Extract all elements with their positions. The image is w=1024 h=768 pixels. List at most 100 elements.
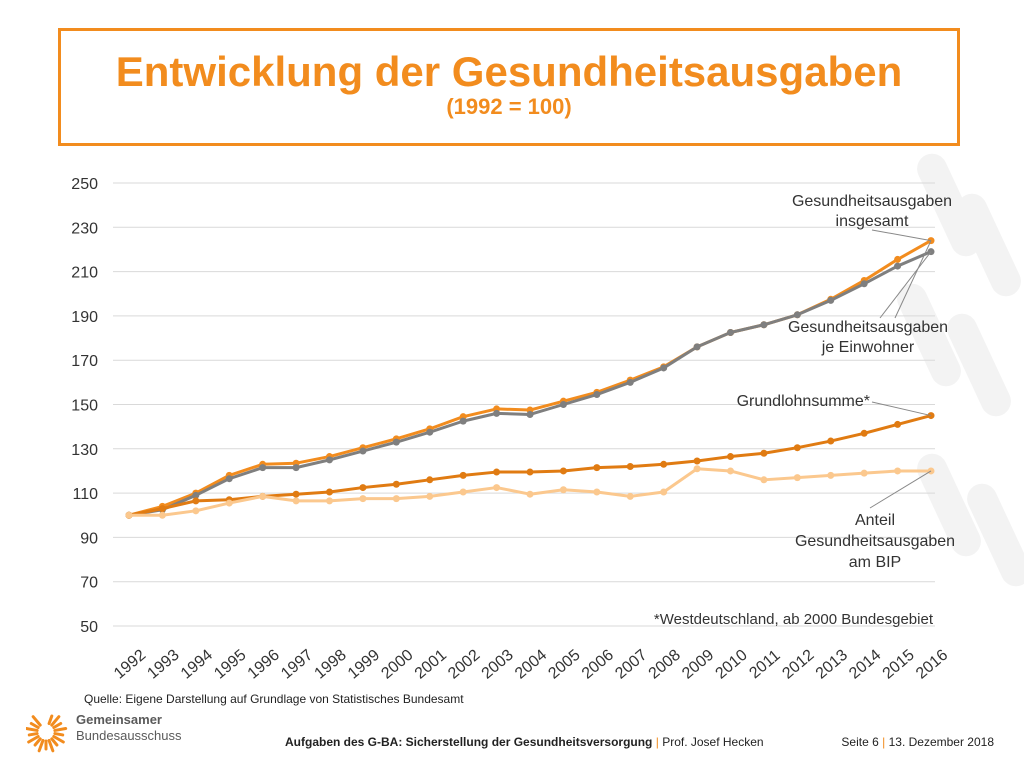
data-point [727, 453, 734, 461]
data-point [459, 471, 467, 479]
x-tick-label: 2010 [713, 647, 751, 683]
x-tick-label: 2011 [746, 647, 783, 682]
data-point [192, 491, 200, 499]
data-point [459, 417, 467, 425]
x-tick-label: 2000 [378, 647, 416, 683]
data-point [526, 410, 534, 418]
data-point [793, 444, 801, 452]
y-tick-label: 50 [80, 619, 98, 636]
x-tick-label: 2014 [846, 647, 884, 683]
data-point [559, 486, 567, 494]
x-tick-label: 1996 [245, 647, 283, 683]
line-chart: 5070901101301501701902102302501992199319… [71, 176, 955, 683]
logo-ray [27, 732, 39, 737]
footer-separator-2: | [882, 735, 886, 749]
x-tick-label: 1995 [211, 647, 249, 683]
y-tick-label: 170 [71, 353, 98, 370]
data-point [259, 464, 267, 472]
data-point [626, 378, 634, 386]
logo-ray [50, 737, 59, 747]
x-tick-label: 1993 [144, 647, 182, 683]
data-point [894, 420, 902, 428]
data-point [827, 471, 835, 479]
logo-ray [47, 714, 54, 726]
x-tick-label: 2008 [646, 647, 684, 683]
data-point [760, 476, 768, 484]
data-point [793, 311, 801, 319]
logo-ray [53, 732, 65, 737]
x-tick-label: 2013 [813, 647, 851, 683]
x-tick-label: 2006 [579, 647, 617, 683]
data-point [493, 484, 501, 492]
annotation-label: je Einwohner [821, 339, 915, 356]
x-tick-label: 1998 [312, 647, 350, 683]
gba-logo: Gemeinsamer Bundesausschuss [24, 702, 186, 758]
x-tick-label: 2001 [412, 647, 450, 683]
data-point [192, 507, 200, 515]
data-point [493, 409, 501, 417]
annotation-label: Gesundheitsausgaben [792, 193, 952, 210]
logo-ray [53, 727, 68, 732]
y-tick-label: 230 [71, 220, 98, 237]
x-tick-label: 2005 [545, 647, 583, 683]
x-tick-label: 2016 [913, 647, 951, 683]
data-point [660, 364, 668, 372]
data-point [392, 495, 400, 503]
footer-date: 13. Dezember 2018 [888, 735, 994, 749]
logo-ray [24, 727, 39, 732]
data-point [526, 468, 534, 476]
data-point [259, 492, 267, 500]
data-point [292, 497, 300, 505]
logo-ray [50, 715, 61, 727]
data-point [727, 467, 734, 475]
data-point [225, 475, 233, 483]
data-point [559, 467, 567, 475]
y-tick-label: 250 [71, 176, 98, 193]
data-point [292, 464, 300, 472]
x-tick-label: 1999 [345, 647, 383, 683]
data-point [693, 343, 701, 351]
data-point [660, 488, 668, 496]
logo-ray [31, 715, 42, 727]
x-tick-label: 2012 [779, 647, 817, 683]
logo-ray [29, 722, 40, 729]
data-point [593, 391, 601, 399]
data-point [693, 465, 701, 473]
data-point [426, 476, 434, 484]
data-point [326, 497, 333, 505]
data-point [326, 456, 333, 464]
annotation-label: Gesundheitsausgaben [795, 533, 955, 550]
data-point [225, 499, 233, 507]
data-point [793, 474, 801, 482]
logo-ray [47, 738, 55, 753]
data-point [192, 497, 200, 505]
data-point [660, 460, 668, 468]
data-point [760, 321, 768, 329]
data-point [860, 429, 868, 437]
y-tick-label: 90 [80, 530, 98, 547]
data-point [894, 255, 902, 263]
logo-ray [27, 735, 40, 744]
slide-subtitle: (1992 = 100) [446, 94, 572, 120]
annotation-leader [871, 229, 932, 242]
data-point [526, 490, 534, 498]
x-tick-label: 2004 [512, 647, 550, 683]
data-point [459, 488, 467, 496]
x-tick-label: 2009 [679, 647, 717, 683]
x-tick-label: 1994 [178, 647, 216, 683]
annotation-leader [879, 251, 932, 319]
y-tick-label: 110 [72, 486, 98, 503]
y-tick-label: 190 [71, 309, 98, 326]
data-point [860, 280, 868, 288]
data-point [827, 296, 835, 304]
data-point [493, 468, 501, 476]
data-point [125, 511, 133, 519]
data-point [158, 511, 166, 519]
y-tick-label: 130 [71, 442, 98, 459]
data-point [392, 480, 400, 488]
logo-line1: Gemeinsamer [76, 712, 162, 727]
annotation-label: insgesamt [836, 213, 909, 230]
data-point [760, 449, 768, 457]
logo-ray [52, 722, 63, 729]
data-point [359, 484, 367, 492]
